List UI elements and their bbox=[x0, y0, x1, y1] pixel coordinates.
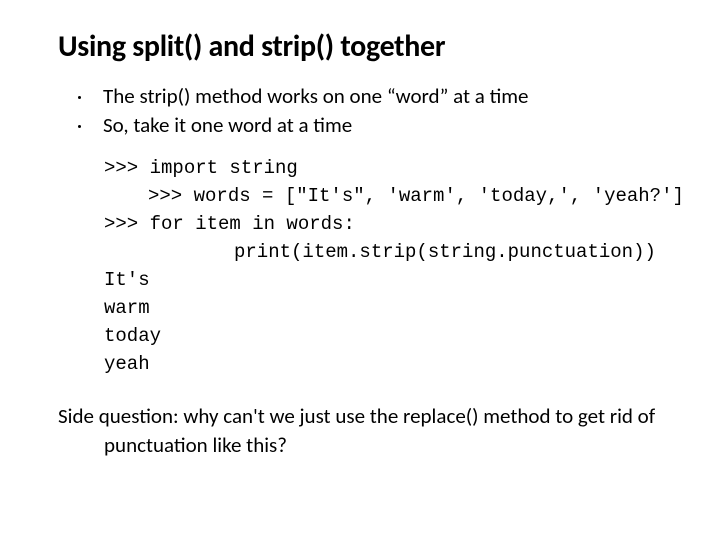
code-output-line: It's bbox=[104, 266, 720, 294]
code-line: print(item.strip(string.punctuation)) bbox=[104, 238, 720, 266]
bullet-icon bbox=[78, 125, 81, 128]
list-item: So, take it one word at a time bbox=[78, 112, 720, 139]
bullet-text: The strip() method works on one “word” a… bbox=[103, 83, 529, 110]
code-line: >>> words = ["It's", 'warm', 'today,', '… bbox=[104, 182, 720, 210]
slide-title: Using split() and strip() together bbox=[58, 28, 720, 65]
code-output-line: today bbox=[104, 322, 720, 350]
bullet-list: The strip() method works on one “word” a… bbox=[78, 83, 720, 140]
code-output-line: yeah bbox=[104, 350, 720, 378]
bullet-icon bbox=[78, 96, 81, 99]
code-output-line: warm bbox=[104, 294, 720, 322]
side-question: Side question: why can't we just use the… bbox=[58, 402, 680, 459]
bullet-text: So, take it one word at a time bbox=[103, 112, 352, 139]
code-line: >>> for item in words: bbox=[104, 210, 720, 238]
code-line: >>> import string bbox=[104, 154, 720, 182]
code-block: >>> import string >>> words = ["It's", '… bbox=[104, 154, 720, 379]
list-item: The strip() method works on one “word” a… bbox=[78, 83, 720, 110]
